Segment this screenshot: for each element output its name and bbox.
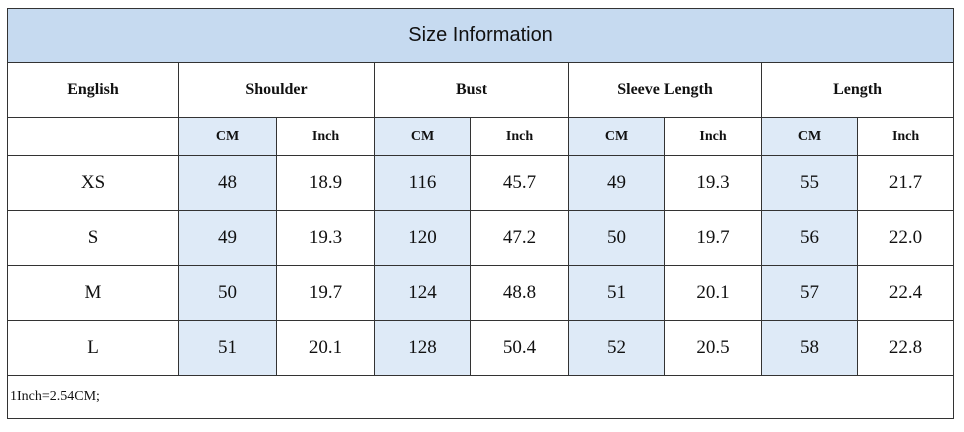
size-label: M	[7, 265, 179, 321]
size-value: 22.4	[856, 265, 955, 321]
size-value: 49	[568, 155, 665, 211]
note-row: 1Inch=2.54CM;	[6, 375, 955, 419]
unit-header: Inch	[470, 117, 569, 156]
size-value: 120	[374, 210, 471, 266]
size-label: S	[7, 210, 179, 266]
unit-header: Inch	[276, 117, 375, 156]
size-value: 20.1	[664, 265, 762, 321]
size-row: L 51 20.1 128 50.4 52 20.5 58 22.8	[7, 320, 955, 376]
title-row: Size Information	[6, 8, 955, 63]
column-header: Shoulder	[178, 62, 375, 118]
size-value: 52	[568, 320, 665, 376]
column-header: Length	[760, 62, 955, 118]
size-value: 58	[761, 320, 858, 376]
size-value: 50	[178, 265, 277, 321]
size-value: 56	[761, 210, 858, 266]
size-value: 55	[761, 155, 858, 211]
size-value: 51	[568, 265, 665, 321]
size-value: 22.0	[856, 210, 955, 266]
size-value: 124	[374, 265, 471, 321]
column-header: Sleeve Length	[568, 62, 762, 118]
unit-header: Inch	[664, 117, 762, 156]
size-value: 19.3	[276, 210, 375, 266]
size-value: 21.7	[856, 155, 955, 211]
size-value: 49	[178, 210, 277, 266]
size-value: 22.8	[856, 320, 955, 376]
size-value: 128	[374, 320, 471, 376]
size-value: 48	[178, 155, 277, 211]
unit-header: CM	[568, 117, 665, 156]
size-value: 20.1	[276, 320, 375, 376]
size-value: 45.7	[470, 155, 569, 211]
size-row: XS 48 18.9 116 45.7 49 19.3 55 21.7	[7, 155, 955, 211]
size-value: 19.7	[664, 210, 762, 266]
size-value: 47.2	[470, 210, 569, 266]
unit-row: CM Inch CM Inch CM Inch CM Inch	[7, 117, 955, 156]
unit-header: CM	[374, 117, 471, 156]
size-value: 48.8	[470, 265, 569, 321]
size-value: 57	[761, 265, 858, 321]
column-header: English	[7, 62, 179, 118]
size-value: 116	[374, 155, 471, 211]
size-value: 19.7	[276, 265, 375, 321]
size-label: XS	[7, 155, 179, 211]
size-value: 51	[178, 320, 277, 376]
empty-cell	[7, 117, 179, 156]
unit-header: Inch	[856, 117, 955, 156]
size-value: 18.9	[276, 155, 375, 211]
note: 1Inch=2.54CM;	[6, 375, 955, 419]
table-title: Size Information	[6, 8, 955, 63]
size-value: 19.3	[664, 155, 762, 211]
size-label: L	[7, 320, 179, 376]
column-header: Bust	[374, 62, 569, 118]
header-row: English Shoulder Bust Sleeve Length Length	[7, 62, 955, 118]
size-value: 20.5	[664, 320, 762, 376]
size-row: M 50 19.7 124 48.8 51 20.1 57 22.4	[7, 265, 955, 321]
size-value: 50.4	[470, 320, 569, 376]
table-body: Size Information English Shoulder Bust Slee…	[6, 8, 955, 419]
unit-header: CM	[761, 117, 858, 156]
size-table: Size Information English Shoulder Bust Slee…	[6, 8, 955, 419]
size-row: S 49 19.3 120 47.2 50 19.7 56 22.0	[7, 210, 955, 266]
size-value: 50	[568, 210, 665, 266]
unit-header: CM	[178, 117, 277, 156]
